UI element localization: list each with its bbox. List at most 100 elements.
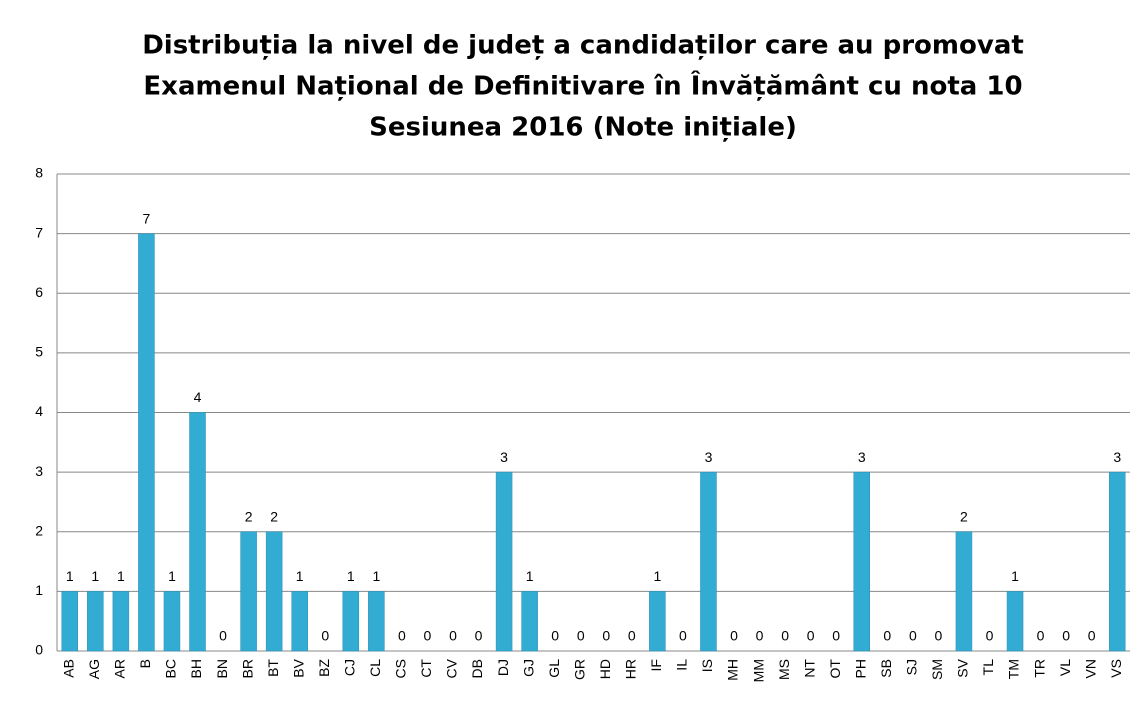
data-label: 1	[526, 568, 534, 584]
data-label: 4	[194, 389, 202, 405]
data-label: 0	[1062, 628, 1070, 644]
data-label: 0	[986, 628, 994, 644]
data-label: 3	[1113, 449, 1121, 465]
x-tick-label: AR	[112, 659, 128, 678]
bar	[1108, 471, 1126, 652]
data-label: 0	[807, 628, 815, 644]
y-tick-label: 2	[35, 522, 43, 538]
x-tick-label: MS	[776, 659, 792, 680]
x-tick-label: GL	[546, 659, 562, 678]
x-tick-label: SV	[955, 658, 971, 677]
x-tick-label: SB	[878, 659, 894, 678]
data-label: 1	[296, 568, 304, 584]
bar	[138, 233, 155, 652]
x-tick-label: BN	[214, 659, 230, 678]
bar	[368, 591, 385, 652]
y-tick-label: 5	[35, 344, 43, 360]
data-label: 0	[321, 628, 329, 644]
x-tick-label: MH	[725, 659, 741, 681]
data-label: 0	[602, 628, 610, 644]
y-tick-label: 3	[35, 463, 43, 479]
x-tick-label: BZ	[316, 659, 332, 677]
x-tick-label: TL	[980, 659, 996, 676]
x-tick-label: BR	[239, 659, 255, 678]
bar	[189, 412, 206, 652]
bar	[291, 591, 308, 652]
x-tick-label: CL	[367, 659, 383, 677]
data-label: 3	[858, 449, 866, 465]
bar	[853, 471, 870, 652]
data-label: 1	[653, 568, 661, 584]
data-label: 0	[756, 628, 764, 644]
data-label: 0	[424, 628, 432, 644]
data-label: 1	[66, 568, 74, 584]
data-label: 7	[143, 210, 151, 226]
data-label: 1	[347, 568, 355, 584]
x-tick-label: BV	[290, 658, 306, 677]
data-label: 0	[551, 628, 559, 644]
bar	[61, 591, 79, 652]
x-tick-label: SJ	[904, 659, 920, 675]
data-label: 0	[730, 628, 738, 644]
data-label: 0	[449, 628, 457, 644]
x-tick-label: VL	[1057, 659, 1073, 676]
x-tick-label: IL	[674, 659, 690, 671]
x-tick-label: SM	[929, 659, 945, 680]
data-label: 3	[500, 449, 508, 465]
x-tick-label: DJ	[495, 659, 511, 676]
bar	[700, 471, 717, 652]
bar	[521, 591, 538, 652]
bar	[649, 591, 666, 652]
bar	[87, 591, 104, 652]
x-tick-label: CJ	[342, 659, 358, 676]
x-tick-label: HD	[597, 659, 613, 679]
bar	[495, 471, 513, 652]
bar	[112, 591, 130, 652]
data-label: 2	[960, 508, 968, 524]
x-tick-label: BC	[163, 659, 179, 678]
bar	[342, 591, 360, 652]
x-tick-label: GR	[571, 659, 587, 680]
data-label: 0	[832, 628, 840, 644]
x-tick-label: CT	[418, 659, 434, 678]
data-label: 1	[91, 568, 99, 584]
data-label: 0	[475, 628, 483, 644]
x-tick-label: VS	[1108, 659, 1124, 678]
x-tick-label: NT	[801, 659, 817, 678]
x-tick-label: AG	[86, 659, 102, 679]
x-tick-label: HR	[623, 659, 639, 679]
data-label: 2	[245, 508, 253, 524]
y-tick-label: 4	[35, 403, 43, 419]
chart-title: Sesiunea 2016 (Note inițiale)	[369, 113, 797, 143]
x-tick-label: BH	[188, 659, 204, 678]
data-label: 0	[883, 628, 891, 644]
x-tick-label: GJ	[520, 659, 536, 677]
data-label: 1	[1011, 568, 1019, 584]
x-tick-label: BT	[265, 659, 281, 677]
data-label: 0	[679, 628, 687, 644]
x-tick-label: DB	[469, 659, 485, 678]
data-label: 0	[628, 628, 636, 644]
data-label: 0	[1088, 628, 1096, 644]
x-tick-label: VN	[1082, 659, 1098, 678]
y-tick-label: 6	[35, 284, 43, 300]
x-tick-label: CV	[444, 658, 460, 678]
data-label: 0	[781, 628, 789, 644]
bar	[163, 591, 181, 652]
bar	[955, 531, 973, 652]
data-label: 0	[909, 628, 917, 644]
x-tick-label: CS	[393, 659, 409, 678]
chart-title: Distribuția la nivel de județ a candidaț…	[142, 31, 1024, 61]
data-label: 1	[168, 568, 176, 584]
data-label: 2	[270, 508, 278, 524]
x-tick-label: IF	[648, 659, 664, 671]
chart-title: Examenul Național de Definitivare în Înv…	[143, 70, 1022, 102]
y-tick-label: 8	[35, 165, 43, 181]
y-tick-label: 0	[35, 642, 43, 658]
x-tick-label: B	[137, 659, 153, 668]
y-tick-label: 7	[35, 224, 43, 240]
x-tick-label: TR	[1031, 659, 1047, 678]
data-label: 0	[577, 628, 585, 644]
x-tick-label: MM	[750, 659, 766, 682]
